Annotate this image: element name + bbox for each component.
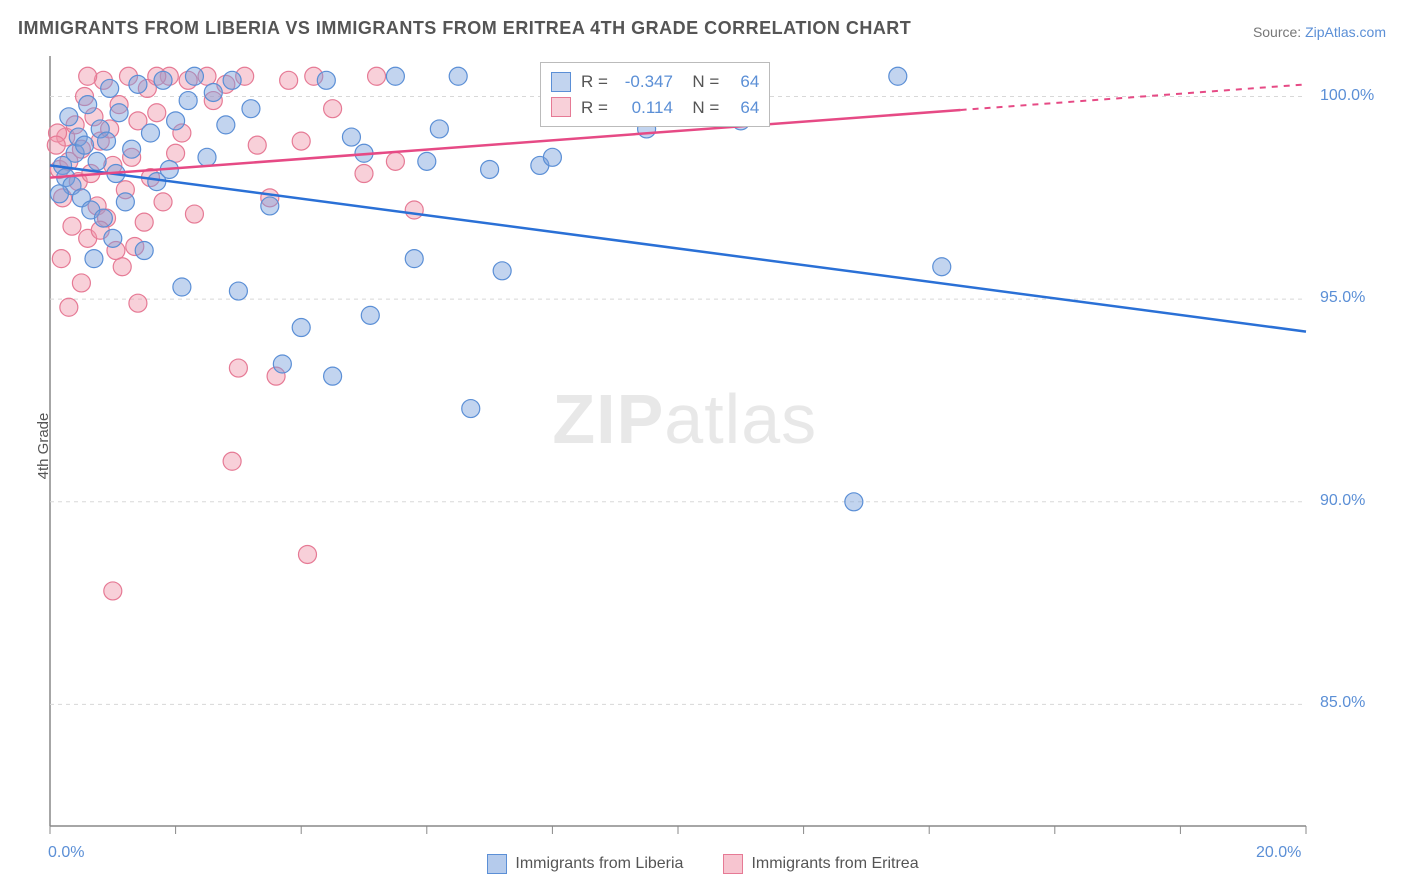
- correlation-scatter-chart: [0, 0, 1406, 892]
- y-tick-label: 85.0%: [1320, 694, 1365, 712]
- r-value: -0.347: [618, 69, 673, 95]
- y-tick-label: 95.0%: [1320, 289, 1365, 307]
- series-swatch: [551, 97, 571, 117]
- n-value: 64: [729, 95, 759, 121]
- n-value: 64: [729, 69, 759, 95]
- series-swatch: [551, 72, 571, 92]
- r-label: R =: [581, 95, 608, 121]
- legend-label: Immigrants from Eritrea: [751, 855, 918, 873]
- bottom-legend: Immigrants from Liberia Immigrants from E…: [0, 854, 1406, 874]
- legend-swatch: [723, 854, 743, 874]
- y-tick-label: 90.0%: [1320, 492, 1365, 510]
- stats-row: R = -0.347 N = 64: [551, 69, 759, 95]
- stats-legend-box: R = -0.347 N = 64 R = 0.114 N = 64: [540, 62, 770, 127]
- n-label: N =: [683, 95, 719, 121]
- n-label: N =: [683, 69, 719, 95]
- legend-label: Immigrants from Liberia: [515, 855, 683, 873]
- legend-swatch: [487, 854, 507, 874]
- legend-item: Immigrants from Eritrea: [723, 854, 918, 874]
- r-value: 0.114: [618, 95, 673, 121]
- stats-row: R = 0.114 N = 64: [551, 95, 759, 121]
- legend-item: Immigrants from Liberia: [487, 854, 683, 874]
- y-tick-label: 100.0%: [1320, 87, 1374, 105]
- r-label: R =: [581, 69, 608, 95]
